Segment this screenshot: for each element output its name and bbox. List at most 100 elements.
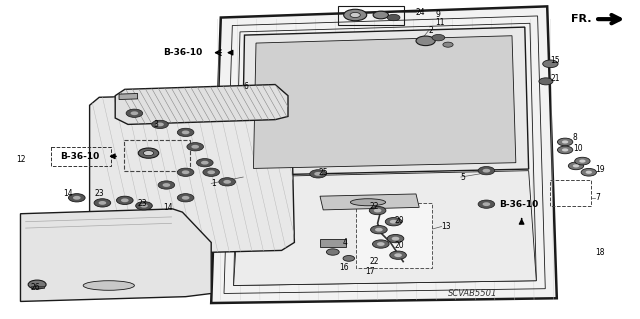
Text: B-36-10: B-36-10 bbox=[60, 152, 99, 161]
Circle shape bbox=[562, 140, 568, 144]
Circle shape bbox=[483, 169, 490, 173]
Circle shape bbox=[187, 143, 204, 151]
Text: SCVAB5501: SCVAB5501 bbox=[448, 289, 497, 298]
Polygon shape bbox=[253, 36, 516, 168]
Circle shape bbox=[586, 171, 592, 174]
Circle shape bbox=[177, 194, 194, 202]
Circle shape bbox=[223, 180, 231, 184]
Text: 15: 15 bbox=[550, 56, 560, 65]
Text: 7: 7 bbox=[595, 193, 600, 202]
Circle shape bbox=[568, 162, 584, 170]
Polygon shape bbox=[320, 194, 419, 210]
Circle shape bbox=[371, 226, 387, 234]
Circle shape bbox=[73, 196, 81, 200]
Circle shape bbox=[196, 159, 213, 167]
Circle shape bbox=[483, 202, 490, 206]
Text: 23: 23 bbox=[95, 189, 104, 198]
Polygon shape bbox=[211, 6, 557, 303]
Circle shape bbox=[390, 251, 406, 259]
Text: 20: 20 bbox=[395, 241, 404, 250]
Circle shape bbox=[140, 204, 148, 208]
Text: 10: 10 bbox=[573, 144, 582, 153]
Text: 2: 2 bbox=[429, 26, 433, 35]
Circle shape bbox=[385, 218, 402, 226]
Circle shape bbox=[575, 157, 590, 165]
Polygon shape bbox=[20, 209, 211, 301]
Text: 20: 20 bbox=[395, 216, 404, 225]
Circle shape bbox=[121, 198, 129, 202]
Polygon shape bbox=[234, 171, 536, 286]
Bar bbox=[320, 239, 346, 247]
Text: 12: 12 bbox=[16, 155, 26, 164]
Circle shape bbox=[158, 181, 175, 189]
Circle shape bbox=[372, 240, 389, 248]
FancyBboxPatch shape bbox=[356, 203, 432, 268]
Text: 3: 3 bbox=[154, 120, 159, 129]
Circle shape bbox=[203, 168, 220, 176]
Circle shape bbox=[163, 183, 170, 187]
Circle shape bbox=[219, 178, 236, 186]
Circle shape bbox=[432, 34, 445, 41]
Circle shape bbox=[387, 234, 404, 243]
Text: 22: 22 bbox=[369, 202, 379, 211]
Text: 22: 22 bbox=[369, 257, 379, 266]
Text: 25: 25 bbox=[318, 168, 328, 177]
Text: 23: 23 bbox=[138, 199, 147, 208]
Text: 21: 21 bbox=[550, 74, 560, 83]
Polygon shape bbox=[242, 27, 529, 175]
Circle shape bbox=[394, 253, 402, 257]
Circle shape bbox=[374, 209, 381, 212]
Circle shape bbox=[443, 42, 453, 47]
Text: FR.: FR. bbox=[572, 14, 592, 24]
Text: 26: 26 bbox=[31, 283, 40, 292]
Text: 19: 19 bbox=[595, 165, 605, 174]
Ellipse shape bbox=[351, 199, 385, 206]
Circle shape bbox=[207, 170, 215, 174]
Text: 6: 6 bbox=[243, 82, 248, 91]
Circle shape bbox=[579, 160, 586, 163]
Circle shape bbox=[375, 228, 383, 232]
Circle shape bbox=[373, 11, 388, 19]
Circle shape bbox=[182, 130, 189, 134]
Circle shape bbox=[182, 170, 189, 174]
Circle shape bbox=[94, 199, 111, 207]
Circle shape bbox=[543, 60, 558, 68]
Text: 16: 16 bbox=[339, 263, 349, 272]
Circle shape bbox=[143, 151, 154, 156]
Text: 18: 18 bbox=[595, 248, 605, 256]
Text: 4: 4 bbox=[342, 238, 348, 247]
Circle shape bbox=[390, 220, 397, 224]
Circle shape bbox=[326, 249, 339, 255]
Text: 13: 13 bbox=[442, 222, 451, 231]
Circle shape bbox=[201, 161, 209, 165]
Circle shape bbox=[191, 145, 199, 149]
Circle shape bbox=[416, 36, 435, 46]
Circle shape bbox=[573, 164, 579, 167]
Circle shape bbox=[369, 206, 386, 215]
Circle shape bbox=[539, 78, 553, 85]
Circle shape bbox=[581, 168, 596, 176]
Circle shape bbox=[177, 128, 194, 137]
Circle shape bbox=[310, 170, 326, 178]
Circle shape bbox=[136, 202, 152, 210]
Polygon shape bbox=[115, 85, 288, 124]
Text: 11: 11 bbox=[435, 18, 445, 27]
Circle shape bbox=[478, 167, 495, 175]
Circle shape bbox=[344, 9, 367, 21]
Circle shape bbox=[99, 201, 106, 205]
Circle shape bbox=[350, 12, 360, 18]
Text: 5: 5 bbox=[461, 173, 466, 182]
Text: 14: 14 bbox=[63, 189, 72, 198]
Circle shape bbox=[182, 196, 189, 200]
Polygon shape bbox=[119, 93, 138, 100]
Circle shape bbox=[131, 111, 138, 115]
Circle shape bbox=[478, 200, 495, 208]
Circle shape bbox=[116, 196, 133, 204]
Circle shape bbox=[28, 280, 46, 289]
Circle shape bbox=[177, 168, 194, 176]
Text: 14: 14 bbox=[163, 203, 173, 212]
Text: 8: 8 bbox=[573, 133, 577, 142]
Circle shape bbox=[343, 256, 355, 261]
Circle shape bbox=[377, 242, 385, 246]
Ellipse shape bbox=[83, 281, 134, 290]
